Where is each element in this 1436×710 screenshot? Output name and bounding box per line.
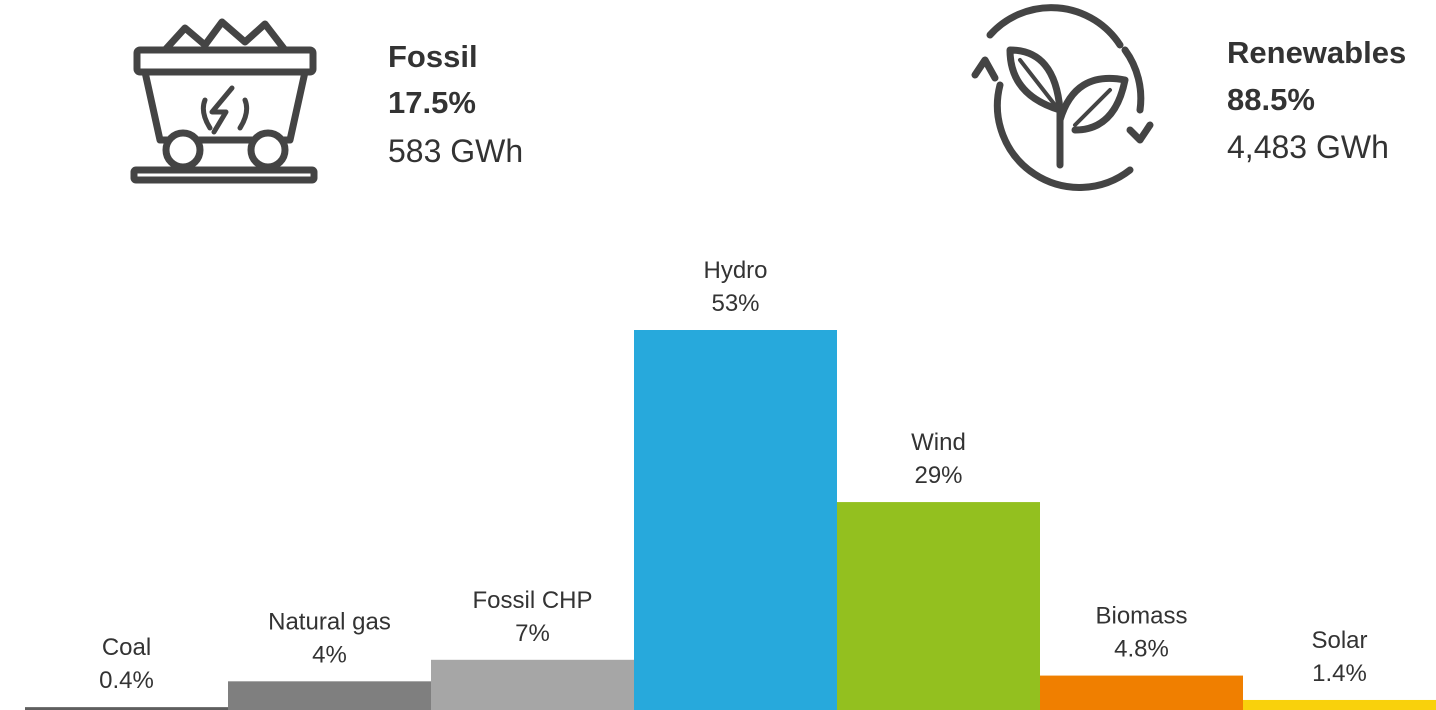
bar: [1243, 699, 1436, 710]
bar: [837, 502, 1040, 710]
fossil-share: 17.5%: [388, 85, 476, 120]
fossil-icon: [130, 18, 318, 184]
value-label: 0.4%: [99, 667, 154, 694]
bar: [25, 707, 228, 710]
fossil-energy: 583 GWh: [388, 133, 523, 169]
value-label: 53%: [711, 290, 759, 317]
bar: [1040, 675, 1243, 710]
category-label: Solar: [1311, 627, 1367, 654]
category-label: Natural gas: [268, 608, 391, 635]
bar: [228, 681, 431, 710]
renewables-share: 88.5%: [1227, 82, 1315, 117]
value-label: 29%: [914, 462, 962, 489]
bar: [431, 659, 634, 710]
value-label: 7%: [515, 620, 550, 647]
renewables-icon: [971, 4, 1154, 191]
category-label: Wind: [911, 429, 966, 456]
category-label: Fossil CHP: [472, 587, 592, 614]
bar: [634, 330, 837, 710]
category-label: Biomass: [1095, 603, 1187, 630]
value-label: 4.8%: [1114, 636, 1169, 663]
category-label: Coal: [102, 634, 151, 661]
fossil-title: Fossil: [388, 39, 478, 74]
value-label: 1.4%: [1312, 660, 1367, 687]
value-label: 4%: [312, 641, 347, 668]
category-label: Hydro: [703, 257, 767, 284]
renewables-energy: 4,483 GWh: [1227, 129, 1389, 165]
renewables-title: Renewables: [1227, 35, 1406, 70]
